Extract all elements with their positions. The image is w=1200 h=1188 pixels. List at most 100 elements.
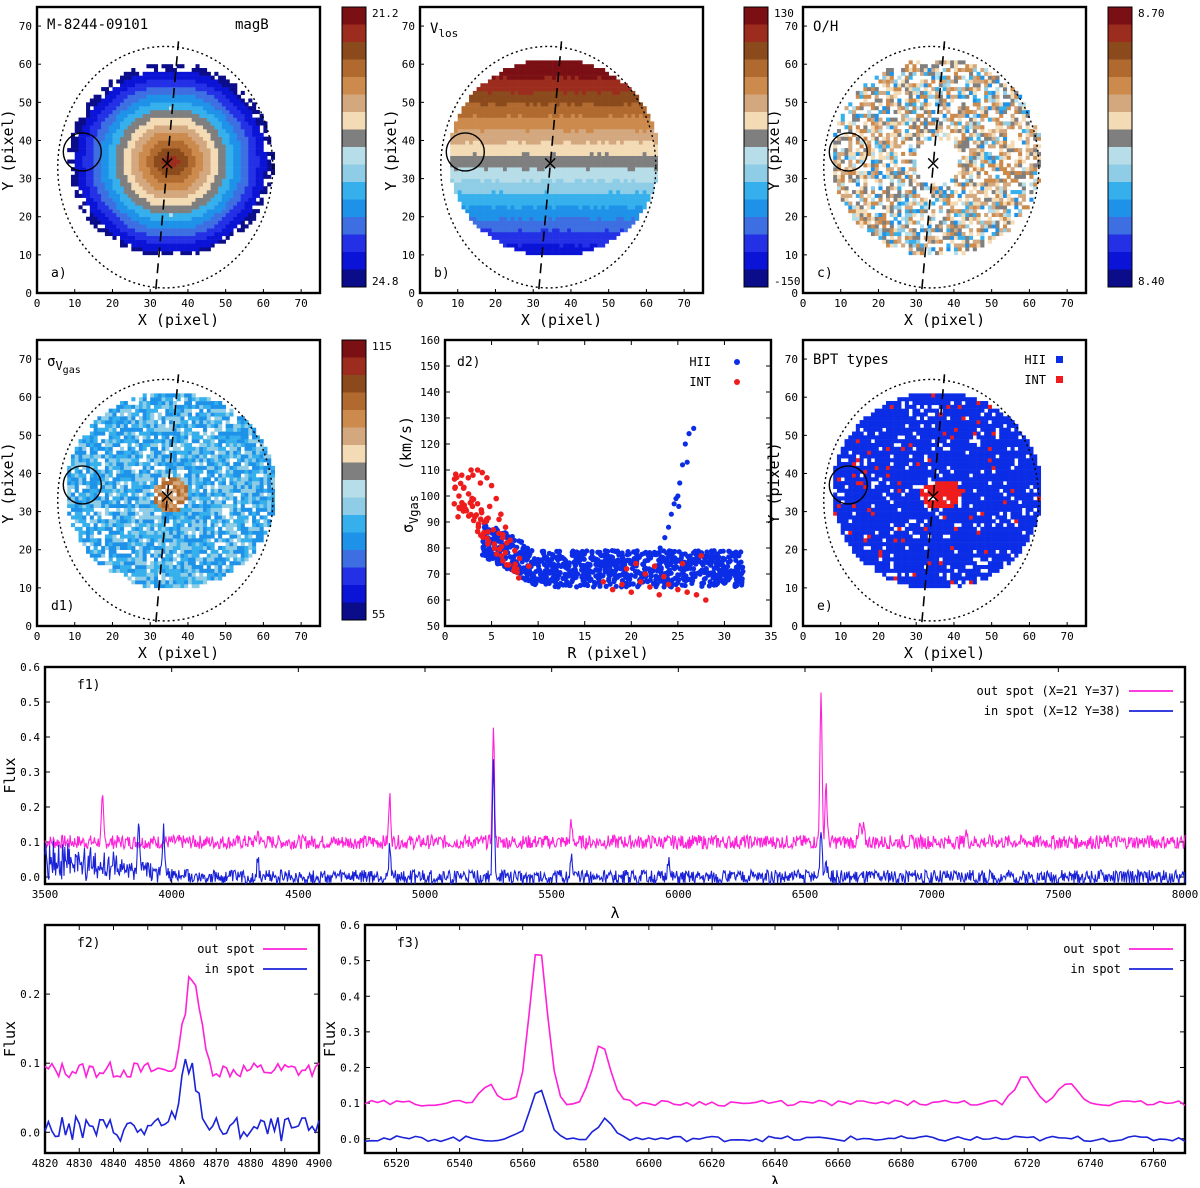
map-cell <box>609 99 613 103</box>
map-cell <box>905 213 909 217</box>
map-cell <box>150 125 154 129</box>
map-cell <box>120 194 124 198</box>
map-cell <box>548 213 552 217</box>
map-cell <box>533 228 537 232</box>
map-cell <box>609 167 613 171</box>
map-cell <box>86 110 90 114</box>
map-cell <box>143 148 147 152</box>
map-cell <box>109 182 113 186</box>
map-cell <box>495 190 499 194</box>
map-cell <box>612 232 616 236</box>
map-cell <box>522 213 526 217</box>
map-cell <box>226 87 230 91</box>
map-cell <box>146 140 150 144</box>
map-cell <box>882 190 886 194</box>
map-cell <box>109 213 113 217</box>
map-cell <box>650 152 654 156</box>
map-cell <box>560 148 564 152</box>
map-cell <box>571 72 575 76</box>
map-cell <box>909 137 913 141</box>
map-cell <box>522 121 526 125</box>
map-cell <box>184 133 188 137</box>
map-cell <box>82 148 86 152</box>
map-cell <box>82 194 86 198</box>
map-cell <box>488 221 492 225</box>
map-cell <box>556 221 560 225</box>
map-cell <box>511 163 515 167</box>
map-cell <box>473 160 477 164</box>
map-cell <box>146 251 150 255</box>
map-cell <box>131 224 135 228</box>
map-cell <box>188 228 192 232</box>
map-cell <box>207 102 211 106</box>
map-cell <box>518 156 522 160</box>
map-cell <box>252 118 256 122</box>
map-cell <box>567 106 571 110</box>
map-ytick-label: 0 <box>408 287 415 300</box>
map-cell <box>909 228 913 232</box>
map-cell <box>241 221 245 225</box>
map-cell <box>226 121 230 125</box>
map-cell <box>195 228 199 232</box>
map-cell <box>165 76 169 80</box>
map-cell <box>116 102 120 106</box>
map-cell <box>105 121 109 125</box>
map-cell <box>654 133 658 137</box>
map-cell <box>875 224 879 228</box>
map-cell <box>180 137 184 141</box>
map-cell <box>260 152 264 156</box>
map-cell <box>856 95 860 99</box>
map-cell <box>511 79 515 83</box>
map-cell <box>180 205 184 209</box>
map-cell <box>135 186 139 190</box>
map-cell <box>635 156 639 160</box>
map-cell <box>578 95 582 99</box>
map-cell <box>545 72 549 76</box>
map-cell <box>639 114 643 118</box>
map-cell <box>620 125 624 129</box>
map-cell <box>131 175 135 179</box>
map-cell <box>643 167 647 171</box>
map-cell <box>492 79 496 83</box>
map-cell <box>469 110 473 114</box>
map-cell <box>154 163 158 167</box>
map-cell <box>477 175 481 179</box>
map-cell <box>601 99 605 103</box>
map-cell <box>116 114 120 118</box>
map-cell <box>495 148 499 152</box>
map-cell <box>529 148 533 152</box>
map-cell <box>609 121 613 125</box>
map-cell <box>639 144 643 148</box>
map-cell <box>462 152 466 156</box>
map-cell <box>567 68 571 72</box>
map-cell <box>620 163 624 167</box>
map-cell <box>628 140 632 144</box>
map-cell <box>90 190 94 194</box>
map-cell <box>575 221 579 225</box>
map-cell <box>488 209 492 213</box>
map-cell <box>590 133 594 137</box>
map-cell <box>886 125 890 129</box>
map-cell <box>146 160 150 164</box>
map-cell <box>177 118 181 122</box>
map-cell <box>578 182 582 186</box>
map-cell <box>841 198 845 202</box>
map-cell <box>477 186 481 190</box>
map-cell <box>146 205 150 209</box>
map-cell <box>94 121 98 125</box>
map-cell <box>458 125 462 129</box>
map-cell <box>267 175 271 179</box>
map-cell <box>143 144 147 148</box>
map-cell <box>233 99 237 103</box>
map-cell <box>878 79 882 83</box>
map-cell <box>120 209 124 213</box>
map-cell <box>616 201 620 205</box>
map-cell <box>567 91 571 95</box>
map-cell <box>552 240 556 244</box>
map-cell <box>620 102 624 106</box>
map-cell <box>218 171 222 175</box>
map-cell <box>511 110 515 114</box>
map-cell <box>256 179 260 183</box>
map-cell <box>229 106 233 110</box>
map-cell <box>578 125 582 129</box>
